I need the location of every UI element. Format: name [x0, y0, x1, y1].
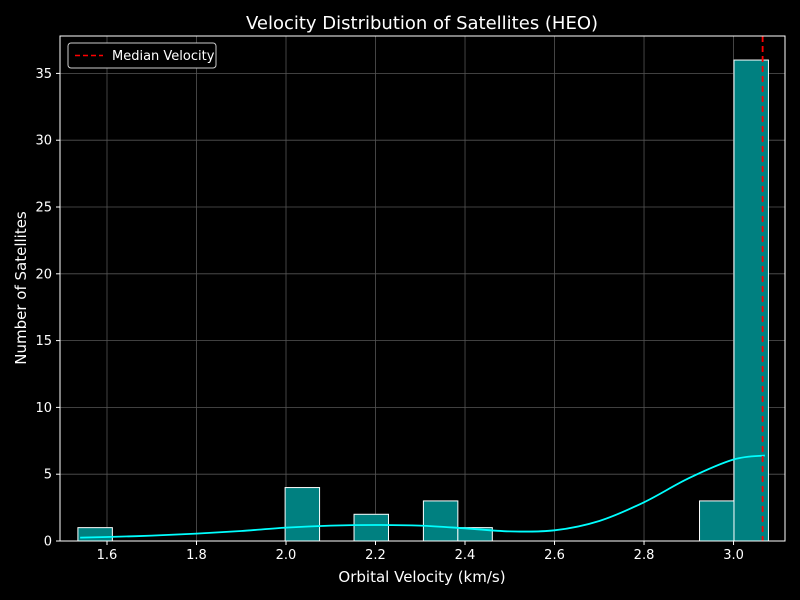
- histogram-bar: [422, 500, 459, 542]
- histogram-bar: [77, 527, 113, 542]
- y-tick-label: 35: [35, 67, 52, 82]
- histogram-bar: [284, 487, 321, 542]
- legend: Median Velocity: [67, 42, 217, 69]
- legend-median-label: Median Velocity: [112, 49, 215, 64]
- y-axis-title: Number of Satellites: [12, 211, 30, 365]
- kde-curve: [80, 454, 765, 539]
- y-tick-label: 0: [44, 535, 52, 550]
- y-tick-label: 20: [35, 267, 52, 282]
- x-tick-label: 1.6: [97, 548, 118, 563]
- y-tick-label: 15: [35, 334, 52, 349]
- histogram-bar: [353, 513, 389, 542]
- x-tick-label: 2.8: [634, 548, 655, 563]
- plot-frame: [59, 35, 786, 542]
- x-tick-label: 2.4: [455, 548, 476, 563]
- legend-box: [67, 42, 217, 69]
- x-axis-ticks: 1.6 1.8 2.0 2.2 2.4 2.6 2.8 3.0: [97, 541, 744, 563]
- kde-curve-group: [80, 454, 765, 539]
- x-tick-label: 3.0: [723, 548, 744, 563]
- x-tick-label: 1.8: [186, 548, 207, 563]
- x-tick-label: 2.0: [276, 548, 297, 563]
- x-tick-label: 2.6: [544, 548, 565, 563]
- x-axis-title: Orbital Velocity (km/s): [338, 568, 505, 586]
- y-tick-label: 25: [35, 201, 52, 216]
- y-axis-ticks: 0 5 10 15 20 25 30 35: [35, 67, 60, 550]
- grid: [60, 36, 785, 542]
- y-tick-label: 5: [44, 468, 52, 483]
- y-tick-label: 30: [35, 134, 52, 149]
- x-tick-label: 2.2: [365, 548, 386, 563]
- chart-title: Velocity Distribution of Satellites (HEO…: [246, 13, 598, 34]
- histogram-bar: [699, 500, 735, 542]
- y-tick-label: 10: [35, 401, 52, 416]
